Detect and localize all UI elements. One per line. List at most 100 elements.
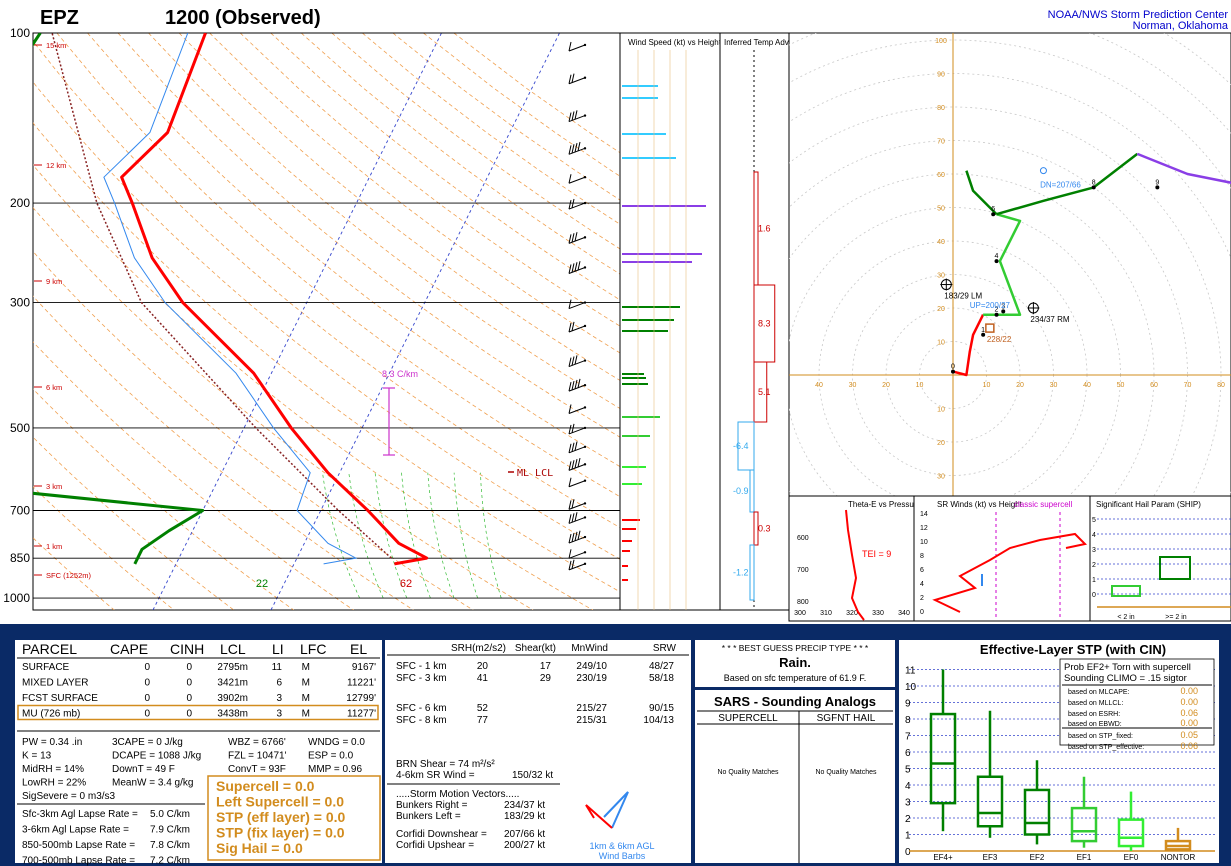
wind-barb-shaft [568,516,586,524]
wind-barb-base [583,502,587,505]
stp-info-line: Sounding CLIMO = .15 sigtor [1064,673,1187,684]
dry-adiabat [87,33,620,468]
precip-title: * * * BEST GUESS PRECIP TYPE * * * [722,643,869,653]
hodograph-height-label: 0 [951,364,955,371]
stp-info-row-value: 0.06 [1180,741,1198,751]
thermo-index: MidRH = 14% [22,764,84,775]
corfidi-upshear-label: UP=200/27 [970,301,1011,310]
kinematics-cell: 90/15 [649,703,674,714]
thermo-index: DCAPE = 1088 J/kg [112,751,201,762]
advection-value: 8.3 [758,319,771,329]
parcel-cell: 3 [276,693,282,704]
wind-barb-flag [571,356,575,366]
lapse-rate-label: 3-6km Agl Lapse Rate = [22,825,129,836]
parcel-cell: M [302,709,310,720]
wind-barb-flag [568,477,572,487]
wind-barb-shaft [568,176,586,184]
wind-barb-base [583,562,587,566]
wind-barb-flag [571,513,575,523]
parcel-cell: 11221' [347,678,376,689]
chart-time: 1200 (Observed) [165,7,321,29]
hodograph-ring-label: 100 [935,38,947,45]
stp-y-tick: 0 [905,847,911,858]
wind-barb-base [583,463,587,466]
theta-e-x-tick: 300 [794,610,806,617]
sr-winds-y-tick: 4 [920,581,924,588]
parcel-cell: 6 [276,678,282,689]
dry-adiabat [33,40,620,529]
wind-barb [568,321,587,333]
sars-box: SARS - Sounding Analogs SUPERCELL SGFNT … [695,690,895,863]
hodograph-trace [996,152,1139,216]
hodograph-height-label: 2 [995,307,999,314]
sr-winds-y-tick: 0 [920,609,924,616]
precip-type: Rain. [779,655,811,670]
wind-barb-flag [571,198,575,209]
wind-barb-base [583,383,587,387]
hodograph-height-label: 6 [991,206,995,213]
wind-barb-flag [574,110,578,120]
agl-barbs-label: Wind Barbs [599,851,646,861]
wind-barb-flag [574,531,578,541]
theta-e-x-tick: 320 [846,610,858,617]
stp-category-label: EF3 [983,853,998,862]
stp-category-label: EF4+ [933,853,953,862]
wind-barb-flag [568,500,572,510]
theta-e-trace [845,509,865,621]
wind-barb-base [583,43,587,47]
wind-barb-flag [574,355,578,365]
hodograph-height-label: 9 [1155,179,1159,186]
wind-barb-flag [568,112,572,122]
wind-barb-base [583,76,587,79]
thermo-index: WBZ = 6766' [228,737,286,748]
stp-box [976,775,1004,828]
wind-barb-shaft [568,202,586,210]
right-mover-label: 234/37 RM [1030,315,1069,324]
wind-barb-base [583,551,587,554]
hodograph-ring-label: 60 [937,172,945,179]
stp-box-EF4+: EF4+ [929,669,957,862]
advection-value: 5.1 [758,387,771,397]
sr-wind-label: 4-6km SR Wind = [396,770,475,781]
kinematics-header: SRW [653,643,677,654]
wind-barb-flag [568,461,572,471]
wind-barb-shaft [568,446,586,454]
parcel-cell: 3902m [217,693,248,704]
ship-category-label: >= 2 in [1165,614,1187,621]
sr-winds-title: SR Winds (kt) vs Height [937,500,1023,509]
wind-barb-flag [574,512,578,522]
pressure-tick-label: 500 [10,421,30,435]
sr-winds-panel: SR Winds (kt) vs Height classic supercel… [913,495,1091,622]
theta-e-x-tick: 340 [898,610,910,617]
stp-box [1023,788,1051,836]
lapse-rate-value: 7.2 C/km [150,856,190,866]
theta-e-y-tick: 800 [797,599,809,606]
parcel-header: CINH [170,641,204,657]
wind-barb-shaft [568,427,586,435]
moist-adiabat [427,472,455,599]
wind-barb-base [583,266,587,269]
stp-box-EF3: EF3 [976,710,1004,862]
stp-y-tick: 6 [905,748,911,759]
wind-barb-shaft [568,302,586,310]
wind-barb-flag [574,379,578,390]
stp-box-EF0: EF0 [1117,791,1145,862]
thermo-index: PW = 0.34 .in [22,737,82,748]
ship-y-tick: 4 [1092,532,1096,539]
hodograph-point [994,312,999,317]
pressure-tick-label: 300 [10,296,30,310]
advection-bar [749,544,755,601]
stp-info-row-value: 0.00 [1180,686,1198,696]
wind-barb-base [583,147,587,150]
hodograph-trace [952,314,985,377]
wind-speed-panel: Wind Speed (kt) vs Height 20406080100120 [619,32,722,633]
kinematics-cell: 52 [477,703,489,714]
wind-barb [568,110,587,123]
kinematics-cell: 215/27 [576,703,607,714]
height-label: 9 km [46,277,62,286]
wind-barb-shaft [568,267,586,274]
wind-barb-base [583,301,587,304]
stp-info-row-label: based on EBWD: [1068,721,1122,728]
hodograph-ring-label: 80 [937,105,945,112]
stp-box-NONTOR: NONTOR [1161,827,1195,862]
